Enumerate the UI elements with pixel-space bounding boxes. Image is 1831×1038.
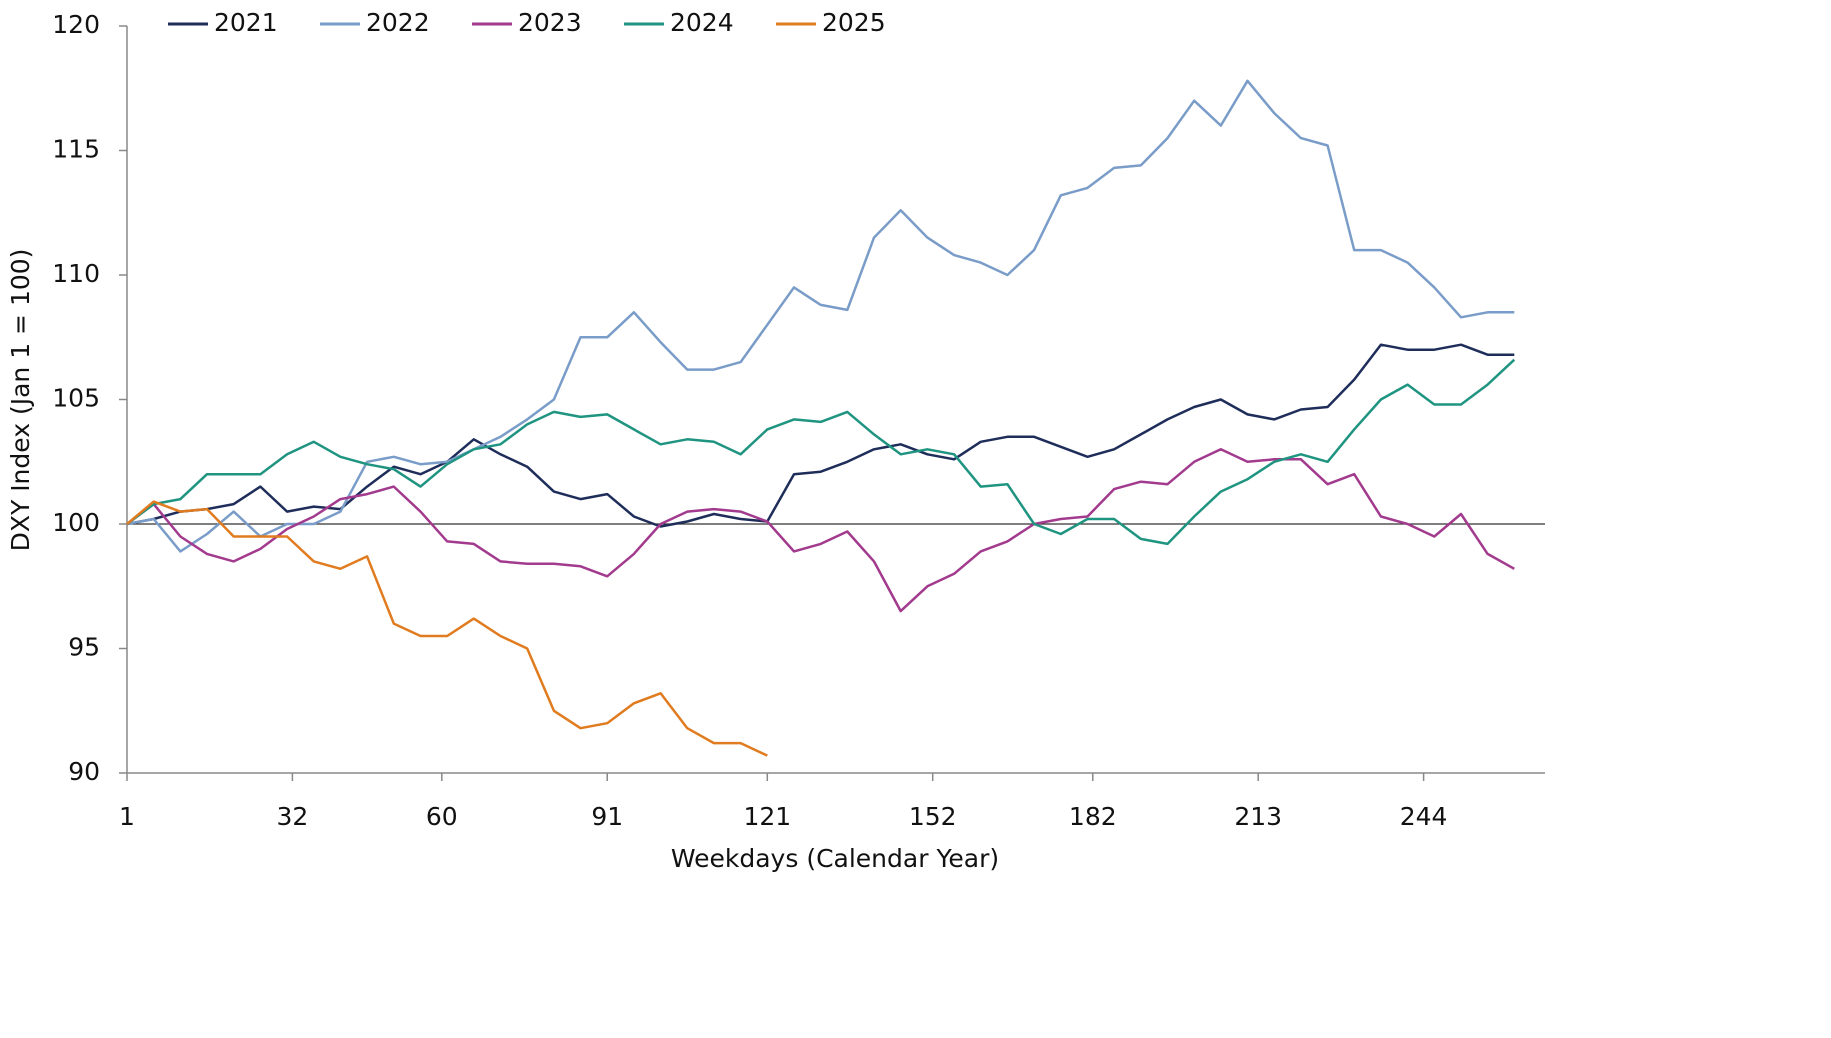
- series-line: [126, 448, 1515, 613]
- legend-label: 2025: [822, 8, 886, 37]
- x-tick-label: 152: [909, 802, 957, 831]
- y-tick-label: 95: [68, 633, 100, 662]
- y-tick-label: 115: [52, 135, 100, 164]
- x-tick-label: 244: [1400, 802, 1448, 831]
- series-line: [126, 343, 1515, 528]
- x-tick-label: 60: [426, 802, 458, 831]
- x-tick-label: 91: [591, 802, 623, 831]
- y-tick-label: 105: [52, 384, 100, 413]
- legend-label: 2022: [366, 8, 430, 37]
- y-tick-label: 100: [52, 508, 100, 537]
- legend-label: 2023: [518, 8, 582, 37]
- legend-label: 2021: [214, 8, 278, 37]
- y-tick-label: 110: [52, 259, 100, 288]
- x-tick-label: 213: [1234, 802, 1282, 831]
- x-tick-label: 1: [119, 802, 135, 831]
- x-tick-label: 121: [743, 802, 791, 831]
- x-tick-label: 32: [277, 802, 309, 831]
- series-line: [126, 358, 1516, 546]
- y-tick-label: 90: [68, 757, 100, 786]
- series-line: [126, 79, 1515, 553]
- y-axis-label: DXY Index (Jan 1 = 100): [6, 249, 35, 552]
- legend-label: 2024: [670, 8, 734, 37]
- series-line: [126, 500, 768, 757]
- x-tick-label: 182: [1069, 802, 1117, 831]
- x-axis-label: Weekdays (Calendar Year): [671, 844, 999, 873]
- y-tick-label: 120: [52, 10, 100, 39]
